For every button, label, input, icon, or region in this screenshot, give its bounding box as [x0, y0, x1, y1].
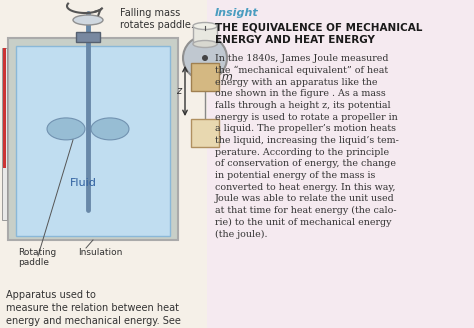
Ellipse shape — [193, 23, 217, 30]
Bar — [76, 32, 100, 42]
Text: THE EQUIVALENCE OF MECHANICAL
ENERGY AND HEAT ENERGY: THE EQUIVALENCE OF MECHANICAL ENERGY AND… — [215, 22, 422, 45]
Circle shape — [183, 36, 227, 80]
Bar — [191, 63, 219, 91]
Text: Insight: Insight — [215, 8, 259, 18]
Text: In the 1840s, James Joule measured
the “mechanical equivalent” of heat
energy wi: In the 1840s, James Joule measured the “… — [215, 54, 399, 239]
Text: Fluid: Fluid — [70, 178, 96, 189]
Ellipse shape — [73, 15, 103, 25]
Text: Rotating
paddle: Rotating paddle — [18, 248, 56, 267]
Text: z: z — [176, 86, 181, 96]
Bar — [16, 46, 170, 236]
Ellipse shape — [47, 118, 85, 140]
Text: Falling mass
rotates paddle.: Falling mass rotates paddle. — [120, 8, 194, 30]
Text: Apparatus used to
measure the relation between heat
energy and mechanical energy: Apparatus used to measure the relation b… — [6, 290, 181, 328]
Ellipse shape — [193, 40, 217, 48]
Text: m: m — [222, 72, 233, 82]
Bar — [193, 26, 217, 44]
Circle shape — [202, 55, 208, 61]
Bar — [207, 0, 474, 328]
Bar — [8, 38, 178, 240]
Ellipse shape — [91, 118, 129, 140]
Bar — [3, 48, 6, 168]
Bar — [191, 119, 219, 147]
Text: Insulation: Insulation — [78, 248, 122, 257]
Bar — [2, 48, 7, 220]
